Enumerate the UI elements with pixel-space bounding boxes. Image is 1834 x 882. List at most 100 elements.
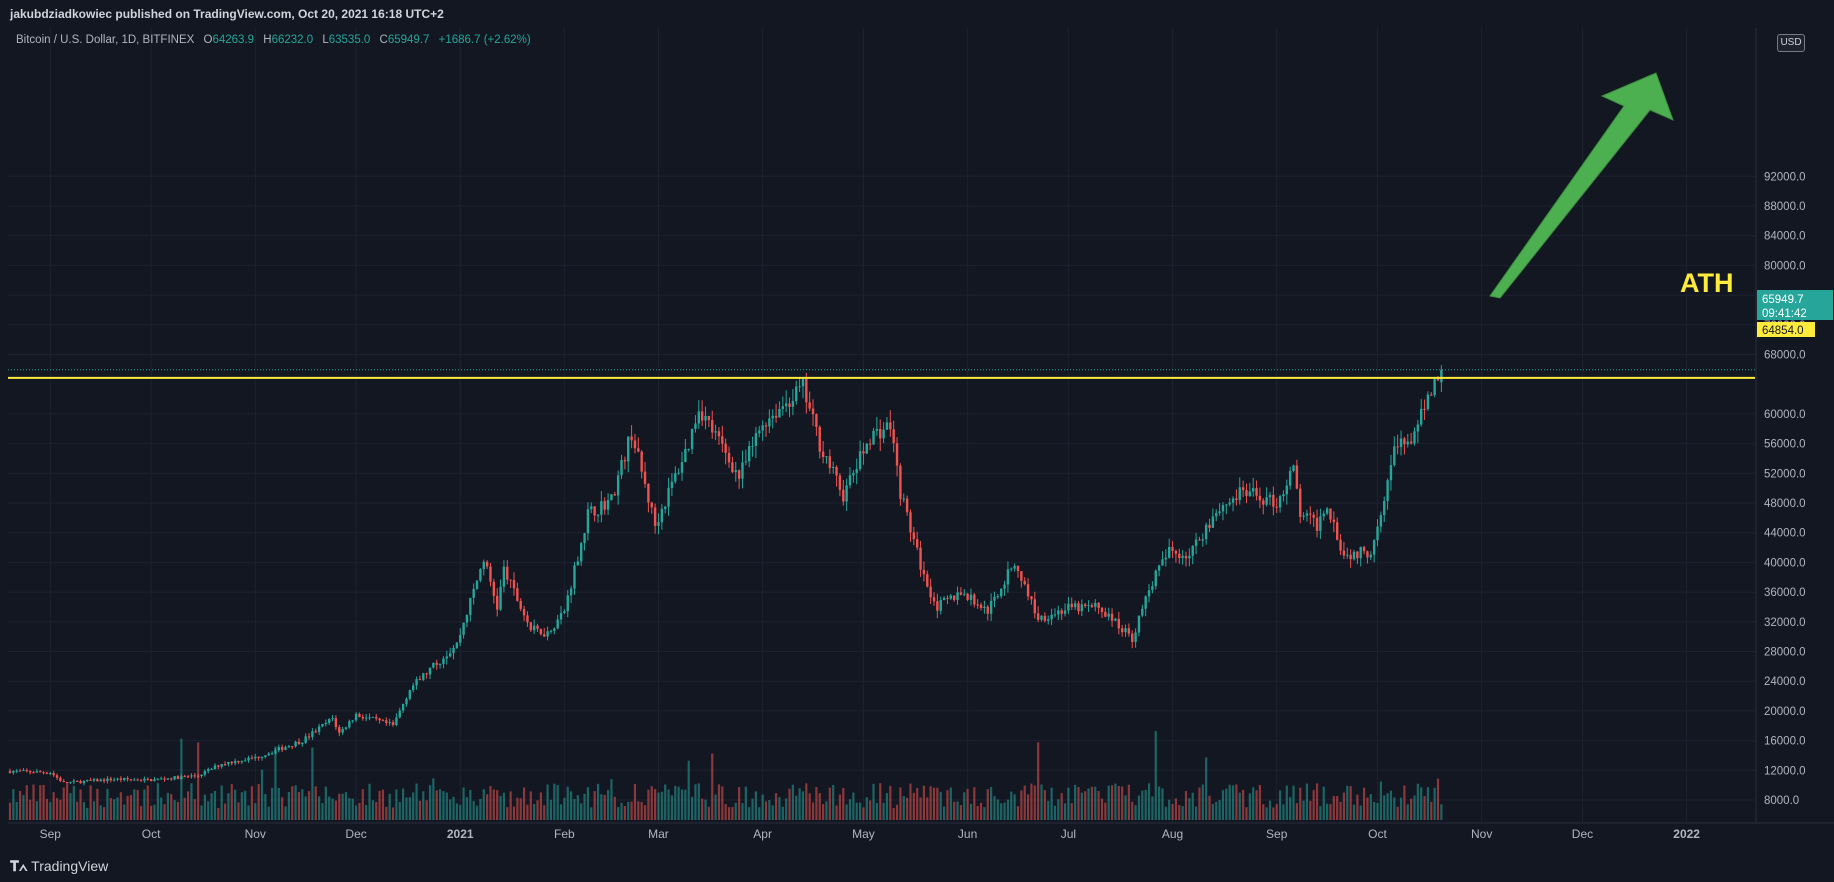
volume-bar [475, 805, 479, 820]
candle-body [1255, 488, 1258, 496]
volume-bar [714, 794, 717, 820]
volume-bar [593, 791, 596, 820]
volume-bar [1396, 806, 1399, 820]
volume-bar [805, 783, 808, 820]
candle-body [1356, 551, 1359, 559]
candle-body [240, 761, 244, 763]
volume-bar [1134, 805, 1137, 820]
candle-body [1369, 554, 1372, 558]
candle-body [1090, 605, 1094, 607]
candle-body [647, 483, 650, 503]
volume-bar [1416, 783, 1419, 820]
volume-bar [166, 792, 170, 820]
candle-body [12, 771, 15, 773]
volume-bar [395, 789, 398, 820]
ath-price-tag [1757, 322, 1815, 337]
volume-bar [1255, 790, 1258, 820]
volume-bar [1275, 804, 1278, 820]
candle-body [979, 604, 983, 609]
volume-bar [1262, 804, 1265, 820]
candle-body [1305, 513, 1309, 516]
currency-button[interactable]: USD [1777, 34, 1805, 52]
volume-bar [761, 794, 764, 820]
volume-bar [1164, 806, 1167, 820]
candle-body [845, 485, 848, 502]
candle-body [1295, 465, 1299, 489]
candle-body [1161, 559, 1164, 566]
volume-bar [509, 791, 512, 820]
volume-bar [1376, 802, 1379, 820]
candle-body [28, 770, 32, 773]
candle-body [1436, 379, 1440, 381]
candle-body [82, 780, 86, 784]
candle-body [96, 779, 99, 782]
candle-body [1036, 613, 1040, 620]
candle-body [422, 673, 425, 680]
volume-bar [825, 801, 828, 820]
candle-body [401, 703, 405, 711]
candle-body [986, 606, 989, 614]
brand-name[interactable]: TradingView [31, 858, 109, 874]
candle-body [472, 588, 475, 598]
volume-bar [1174, 798, 1178, 820]
candle-body [889, 422, 892, 430]
candle-body [321, 723, 324, 727]
time-tick-label: 2022 [1673, 827, 1700, 841]
volume-bar [1225, 788, 1228, 820]
volume-bar [657, 792, 660, 820]
candle-body [580, 543, 583, 562]
candle-body [1359, 546, 1362, 559]
volume-bar [842, 788, 845, 820]
volume-bar [640, 801, 643, 820]
symbol-legend: Bitcoin / U.S. Dollar, 1D, BITFINEX O642… [16, 34, 531, 46]
volume-bar [207, 801, 210, 820]
candle-body [274, 750, 277, 754]
price-tick-label: 36000.0 [1764, 587, 1806, 599]
candle-body [1006, 569, 1010, 585]
candle-body [1010, 568, 1013, 570]
volume-bar [452, 796, 455, 820]
volume-bar [338, 793, 341, 820]
price-tick-label: 16000.0 [1764, 736, 1806, 748]
price-axis[interactable]: 92000.088000.084000.080000.076000.072000… [1764, 171, 1806, 807]
candle-body [126, 778, 129, 780]
volume-bar [1000, 803, 1003, 820]
volume-bar [89, 785, 92, 820]
candle-body [79, 781, 82, 784]
candle-body [1164, 557, 1168, 560]
candle-body [1336, 522, 1339, 540]
candle-body [324, 722, 328, 724]
volume-bar [637, 801, 640, 820]
candle-body [1366, 551, 1369, 558]
candle-body [1288, 470, 1292, 486]
candle-body [872, 430, 875, 445]
tradingview-logo-icon[interactable]: 𝐓∧ [10, 858, 28, 874]
volume-bar [1020, 790, 1023, 820]
volume-bar [76, 801, 79, 820]
candle-body [885, 422, 889, 430]
volume-bar [1356, 794, 1359, 820]
candle-body [959, 592, 963, 595]
volume-bar [633, 783, 637, 820]
candle-body [664, 506, 667, 509]
candle-body [482, 561, 485, 570]
volume-bar [150, 805, 153, 820]
candle-body [1040, 615, 1043, 620]
volume-bar [1332, 796, 1335, 820]
low-value: 63535.0 [328, 34, 371, 46]
volume-bar [570, 791, 573, 820]
volume-bar [1258, 785, 1262, 820]
time-axis[interactable]: Sep Oct Nov Dec 2021 Feb Mar Apr May Jun Jul Aug Sep… [40, 827, 1701, 841]
volume-bar [378, 790, 381, 820]
volume-bar [506, 807, 509, 820]
volume-bar [1161, 788, 1164, 820]
volume-bar [220, 785, 223, 820]
candle-body [1262, 500, 1265, 505]
candle-body [1241, 487, 1245, 491]
volume-bar [388, 793, 391, 820]
volume-bar [1242, 789, 1245, 820]
candle-body [1362, 546, 1366, 552]
volume-bar [832, 784, 835, 820]
candle-body [1420, 408, 1423, 425]
